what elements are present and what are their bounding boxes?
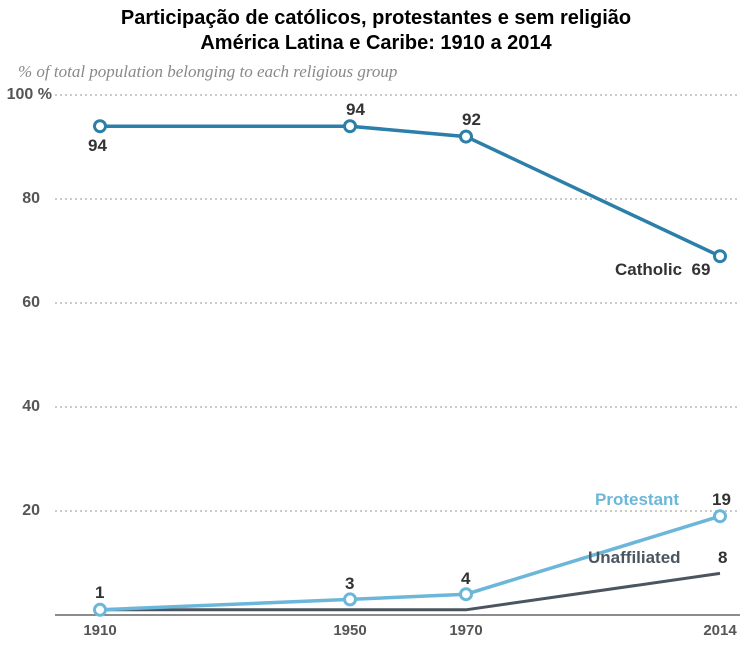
label-protestant-1950: 3: [345, 574, 354, 594]
x-tick-2014: 2014: [698, 622, 742, 639]
label-catholic-1910: 94: [88, 136, 107, 156]
label-catholic-1970: 92: [462, 110, 481, 130]
y-tick-100: 100 %: [0, 86, 52, 104]
label-catholic-1950: 94: [346, 100, 365, 120]
protestant-name: Protestant: [595, 490, 679, 509]
y-tick-40: 40: [0, 398, 40, 416]
markers-catholic: [95, 121, 726, 262]
x-tick-1910: 1910: [78, 622, 122, 639]
x-tick-1950: 1950: [328, 622, 372, 639]
gridlines: [55, 95, 740, 511]
y-tick-20: 20: [0, 502, 40, 520]
y-tick-80: 80: [0, 190, 40, 208]
label-protestant-1910: 1: [95, 583, 104, 603]
line-catholic: [100, 126, 720, 256]
catholic-end-value: 69: [692, 260, 711, 279]
catholic-name: Catholic: [615, 260, 682, 279]
series-label-catholic: Catholic 69: [615, 260, 710, 280]
label-protestant-1970: 4: [461, 569, 470, 589]
series-label-unaffiliated: Unaffiliated: [588, 548, 681, 568]
protestant-end-value: 19: [712, 490, 731, 510]
y-tick-60: 60: [0, 294, 40, 312]
unaffiliated-name: Unaffiliated: [588, 548, 681, 567]
unaffiliated-end-value: 8: [718, 548, 727, 568]
series-label-protestant: Protestant: [595, 490, 679, 510]
chart-container: Participação de católicos, protestantes …: [0, 0, 752, 649]
x-tick-1970: 1970: [444, 622, 488, 639]
